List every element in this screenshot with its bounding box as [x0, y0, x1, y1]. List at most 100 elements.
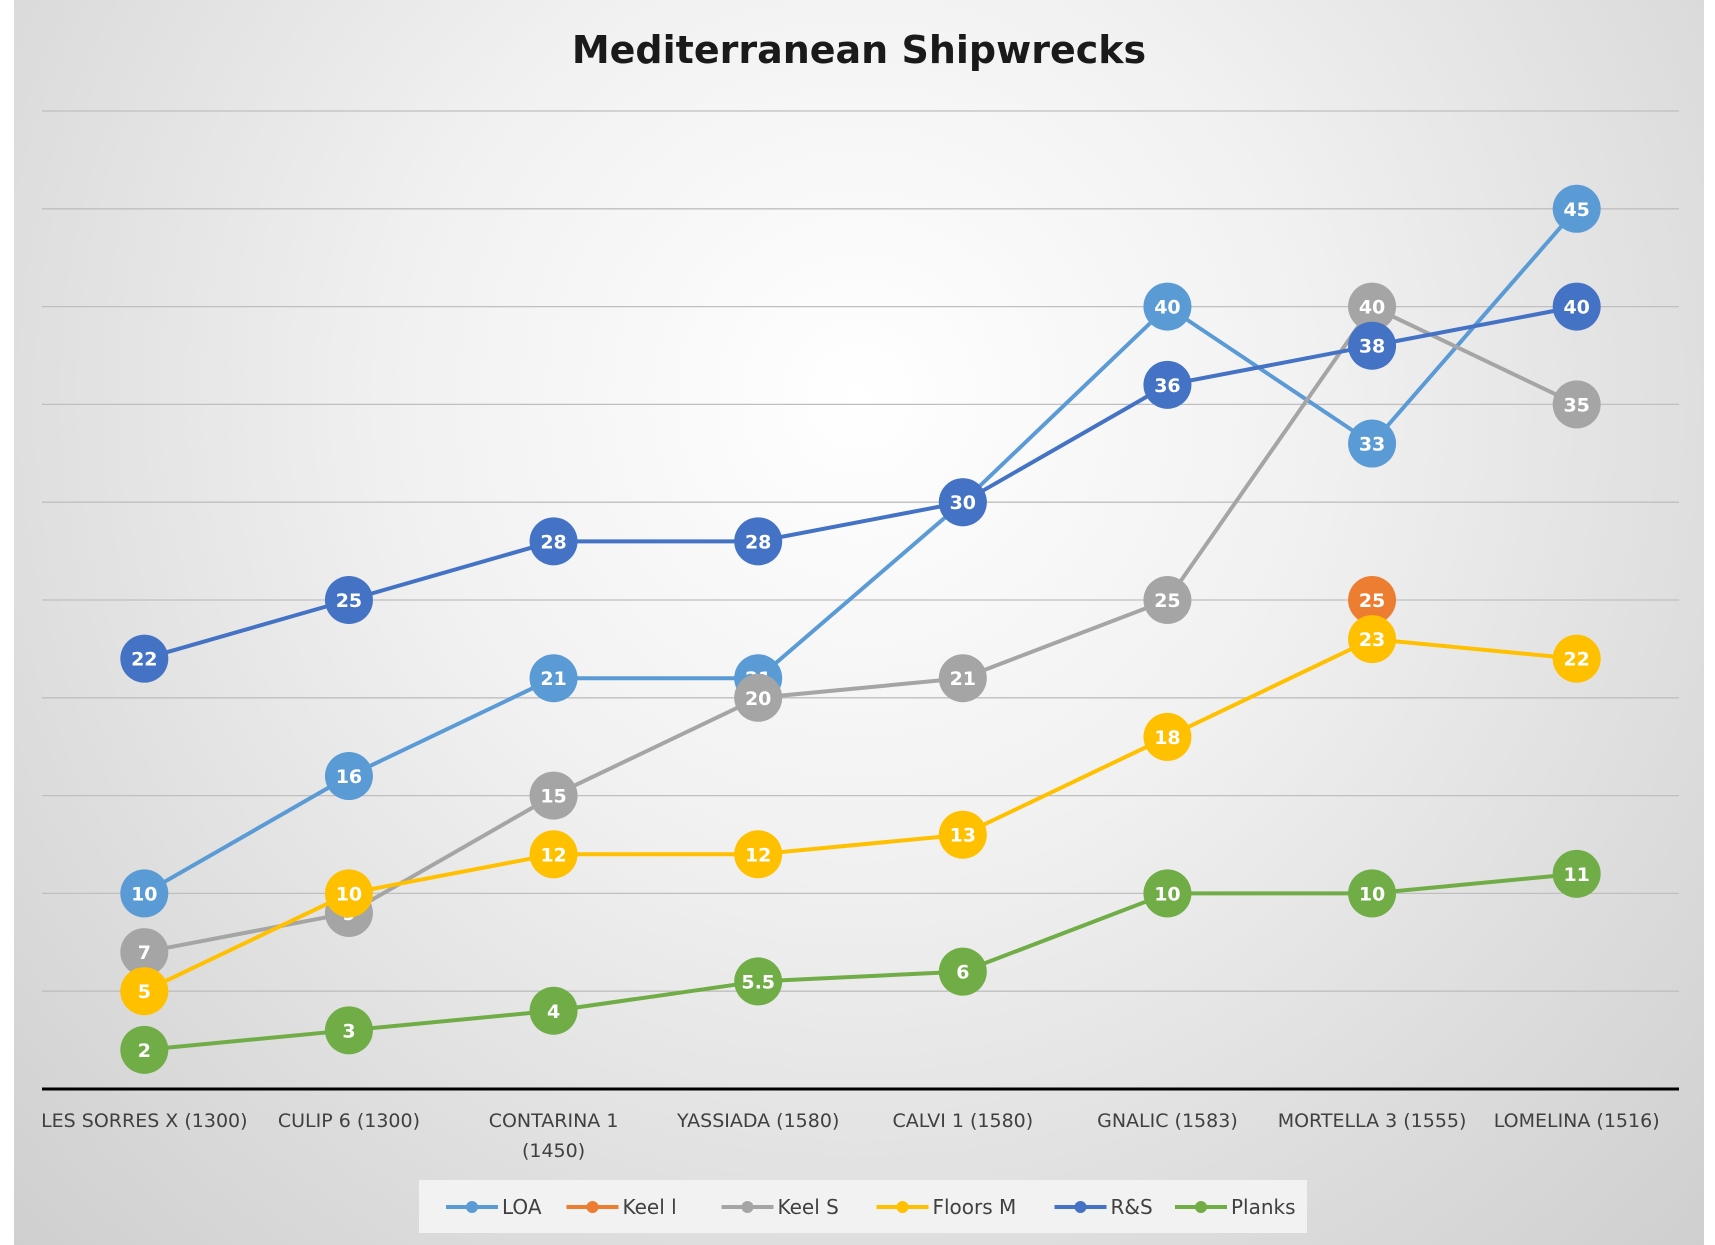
x-tick-label: GNALIC (1583) [1097, 1110, 1238, 1132]
data-label: 13 [950, 825, 976, 847]
data-label: 12 [540, 844, 566, 866]
x-axis: LES SORRES X (1300) CULIP 6 (1300) CONTARI… [41, 1087, 1679, 1162]
series-lines: 1016212130403345257915202125403551012121… [120, 184, 1601, 1074]
data-point [324, 576, 373, 624]
legend-swatch-marker [741, 1201, 754, 1213]
data-label: 40 [1563, 297, 1589, 319]
data-point [529, 517, 578, 566]
data-point [1348, 282, 1397, 331]
data-label: 25 [1154, 590, 1180, 612]
series-floors-m: 5 10 12 12 13 18 23 22 [120, 615, 1601, 1016]
legend-label: LOA [502, 1195, 542, 1219]
data-label: 22 [131, 649, 157, 671]
legend-swatch-marker [1074, 1201, 1087, 1213]
legend-item: LOA [446, 1195, 542, 1219]
data-point [120, 928, 169, 977]
data-point [1348, 321, 1397, 370]
legend-box [419, 1180, 1307, 1233]
data-label: 6 [956, 962, 969, 984]
data-label: 10 [1359, 883, 1385, 905]
legend-item: R&S [1054, 1195, 1153, 1219]
legend-swatch-marker [1195, 1201, 1207, 1213]
data-label: 45 [1563, 199, 1589, 221]
data-label: 22 [1563, 649, 1589, 671]
legend-swatch-marker [896, 1201, 909, 1213]
data-point [1348, 576, 1397, 624]
data-label: 25 [1359, 590, 1385, 612]
x-tick-label: CULIP 6 (1300) [278, 1110, 420, 1132]
data-point [1552, 282, 1601, 331]
data-label: 30 [950, 492, 976, 514]
data-label: 40 [1154, 297, 1180, 319]
x-tick-label: CONTARINA 1 (1450) [489, 1110, 619, 1162]
data-point [1552, 849, 1601, 898]
data-label: 35 [1563, 394, 1589, 416]
data-point [1143, 712, 1192, 761]
series-r-s: 22 25 28 28 30 36 38 40 [120, 282, 1601, 683]
chart-area: Mediterranean Shipwrecks LES SORRES X (1… [14, 0, 1704, 1245]
data-point [938, 947, 987, 996]
data-point [120, 1025, 169, 1074]
data-label: 3 [342, 1020, 355, 1042]
data-label: 28 [745, 531, 771, 553]
data-label: 5.5 [741, 971, 775, 993]
chart-title: Mediterranean Shipwrecks [572, 28, 1146, 72]
data-point [938, 654, 987, 703]
data-label: 23 [1359, 629, 1385, 651]
series-line [143, 207, 1579, 896]
series-line [143, 304, 1578, 955]
series-planks: 2 3 4 5.5 6 10 10 11 [120, 849, 1601, 1074]
gridlines [42, 110, 1679, 992]
series-line [143, 304, 1578, 661]
data-label: 18 [1154, 727, 1180, 749]
data-label: 11 [1563, 864, 1589, 886]
line-chart: Mediterranean Shipwrecks LES SORRES X (1… [41, 28, 1679, 1233]
data-label: 10 [131, 883, 157, 905]
legend-label: Keel l [623, 1195, 677, 1219]
data-point [120, 967, 169, 1016]
data-label: 10 [336, 883, 362, 905]
series-line [144, 871, 1577, 1052]
legend-item: Floors M [876, 1195, 1016, 1219]
data-label: 12 [745, 844, 771, 866]
x-tick-label: CALVI 1 (1580) [892, 1110, 1033, 1132]
data-label: 10 [1154, 883, 1180, 905]
data-point [120, 869, 169, 918]
data-point [734, 957, 783, 1006]
data-label: 40 [1359, 297, 1385, 319]
data-label: 25 [336, 590, 362, 612]
legend-swatch-marker [466, 1201, 478, 1213]
data-point [1348, 419, 1397, 468]
data-label: 4 [547, 1001, 560, 1023]
data-point [734, 830, 783, 879]
legend-label: Keel S [778, 1195, 839, 1219]
data-point [938, 810, 987, 859]
data-label: 21 [950, 668, 976, 690]
data-point [1552, 380, 1601, 429]
data-point [1348, 869, 1397, 918]
x-tick-label: YASSIADA (1580) [676, 1110, 839, 1132]
data-point [529, 986, 578, 1035]
data-label: 38 [1359, 336, 1385, 358]
series-keel-l: 25 [1348, 576, 1397, 624]
data-point [324, 1006, 373, 1055]
legend-label: Planks [1231, 1195, 1296, 1219]
series-line [143, 637, 1577, 994]
legend-item: Keel S [721, 1195, 839, 1219]
legend: LOA Keel l Keel S Floors M R&S Planks [419, 1180, 1307, 1233]
legend-item: Planks [1175, 1195, 1296, 1219]
data-point [1143, 282, 1192, 331]
data-label: 7 [138, 942, 151, 964]
data-point [1143, 360, 1192, 409]
legend-item: Keel l [566, 1195, 677, 1219]
data-point [1552, 634, 1601, 683]
data-point [1143, 576, 1192, 624]
data-point [1143, 869, 1192, 918]
data-label: 5 [138, 981, 151, 1003]
data-label: 20 [745, 688, 771, 710]
data-point [1348, 615, 1397, 664]
series-loa: 10 16 21 21 30 40 33 45 [120, 184, 1601, 918]
data-label: 16 [336, 766, 362, 788]
data-point [1552, 184, 1601, 233]
data-point [120, 634, 169, 683]
